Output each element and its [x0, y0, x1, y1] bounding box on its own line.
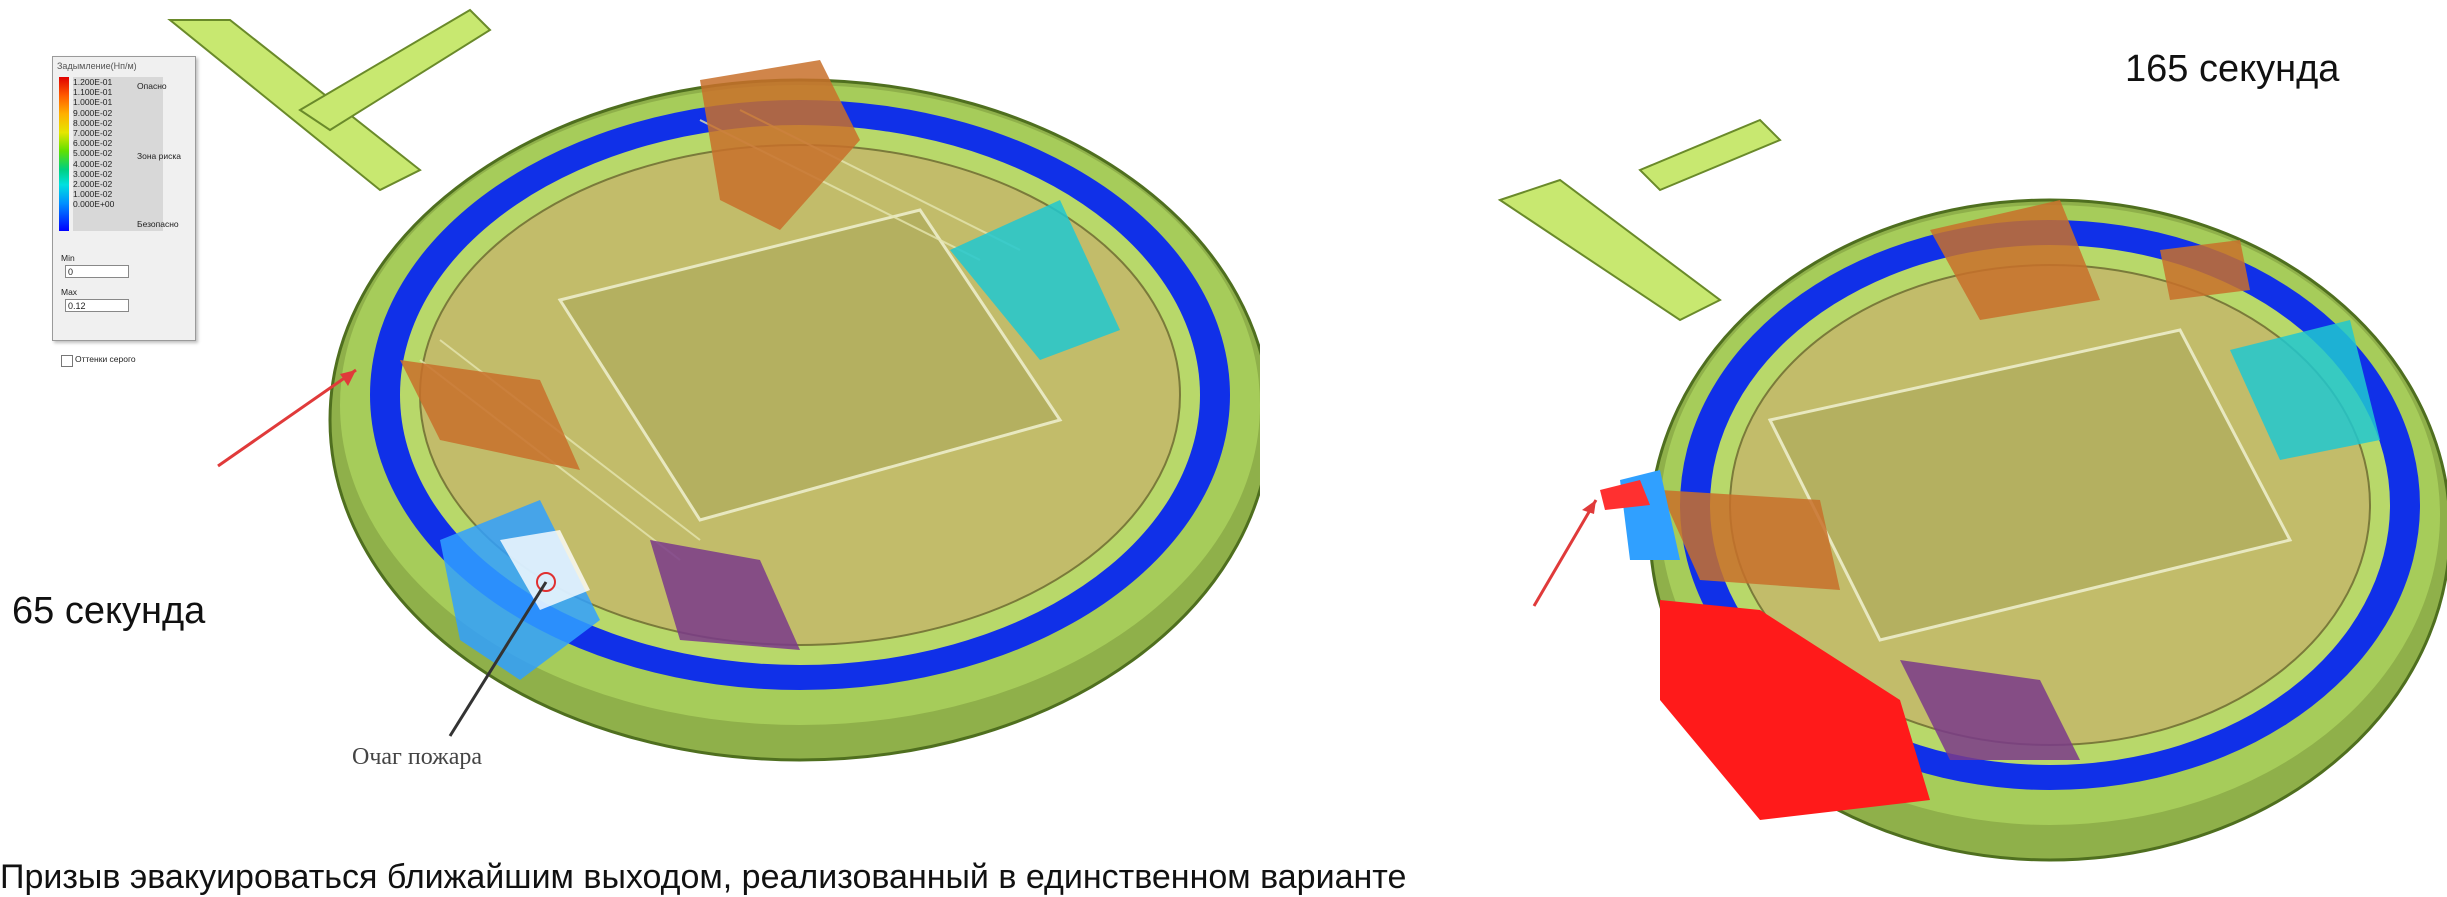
fire-source-caption: Очаг пожара [352, 744, 483, 770]
left-time-caption: 65 секунда [12, 590, 206, 632]
zone-safe-label: Безопасно [137, 219, 179, 229]
min-label: Min [61, 253, 75, 263]
legend-tick: 1.000E-02 [73, 189, 113, 200]
legend-tick: 1.000E-01 [73, 97, 113, 108]
legend-tick: 0.000E+00 [73, 199, 115, 210]
max-field[interactable]: 0.12 [65, 299, 129, 312]
legend-tick: 1.100E-01 [73, 87, 113, 98]
min-field[interactable]: 0 [65, 265, 129, 278]
grayscale-checkbox[interactable] [61, 355, 73, 367]
smoke-legend-panel: Задымление(Нп/м) 1.200E-01 1.100E-01 1.0… [52, 56, 196, 367]
legend-tick: 8.000E-02 [73, 117, 113, 128]
legend-tick: 1.200E-01 [73, 77, 113, 87]
bottom-description: Призыв эвакуироваться ближайшим выходом,… [0, 858, 1407, 896]
right-time-caption: 165 секунда [2125, 48, 2340, 90]
stadium-scene-left [167, 8, 1260, 762]
legend-tick: 9.000E-02 [73, 107, 113, 118]
max-label: Max [61, 287, 78, 297]
legend-tick: 3.000E-02 [73, 168, 113, 179]
zone-risk-label: Зона риска [137, 151, 182, 161]
grayscale-label: Оттенки серого [75, 354, 136, 364]
legend-tick-list: 1.200E-01 1.100E-01 1.000E-01 9.000E-02 … [73, 77, 163, 231]
legend-tick: 6.000E-02 [73, 138, 113, 149]
legend-tick: 4.000E-02 [73, 158, 113, 169]
legend-tick: 7.000E-02 [73, 127, 113, 138]
legend-tick: 2.000E-02 [73, 178, 113, 189]
legend-title: Задымление(Нп/м) [57, 61, 137, 71]
zone-danger-label: Опасно [137, 81, 167, 91]
legend-tick: 5.000E-02 [73, 148, 113, 159]
color-scale-bar [59, 77, 69, 231]
